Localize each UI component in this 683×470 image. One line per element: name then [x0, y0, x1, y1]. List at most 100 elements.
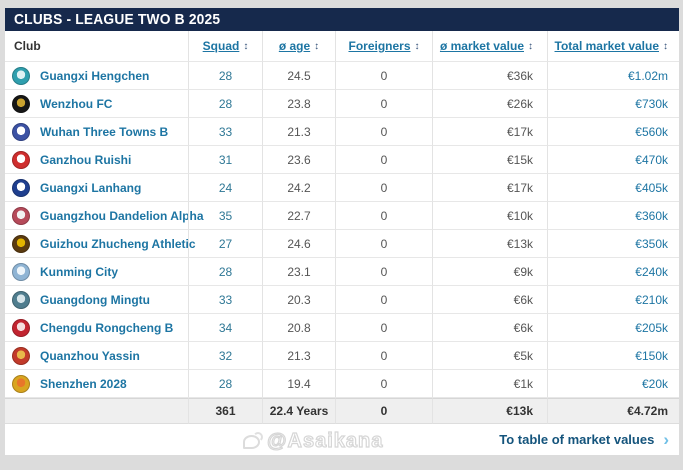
squad-cell[interactable]: 28	[188, 90, 262, 118]
squad-cell[interactable]: 31	[188, 146, 262, 174]
squad-cell[interactable]: 34	[188, 314, 262, 342]
foreigners-cell: 0	[335, 342, 432, 370]
total-market-value-cell[interactable]: €205k	[547, 314, 679, 342]
table-body: Guangxi Hengchen 28 24.5 0 €36k €1.02m W…	[5, 62, 679, 398]
total-market-value-cell[interactable]: €730k	[547, 90, 679, 118]
totals-foreigners: 0	[335, 398, 432, 424]
club-crest-icon	[12, 122, 30, 141]
clubs-table-panel: CLUBS - LEAGUE TWO B 2025 Club Squad ↕ ø …	[5, 8, 679, 455]
foreigners-cell: 0	[335, 146, 432, 174]
squad-cell[interactable]: 28	[188, 370, 262, 398]
total-market-value-cell[interactable]: €240k	[547, 258, 679, 286]
total-market-value-cell[interactable]: €360k	[547, 202, 679, 230]
totals-club-cell	[5, 398, 188, 424]
club-link[interactable]: Quanzhou Yassin	[40, 348, 140, 363]
squad-cell[interactable]: 35	[188, 202, 262, 230]
market-value-cell: €26k	[432, 90, 547, 118]
sort-icon[interactable]: ↕	[243, 40, 249, 52]
totals-market-value: €13k	[432, 398, 547, 424]
club-crest-icon	[12, 346, 30, 365]
club-cell: Wuhan Three Towns B	[5, 118, 188, 146]
age-cell: 19.4	[262, 370, 335, 398]
age-cell: 21.3	[262, 342, 335, 370]
market-value-cell: €1k	[432, 370, 547, 398]
club-crest-icon	[12, 262, 30, 281]
column-header-squad[interactable]: Squad ↕	[188, 31, 262, 62]
age-cell: 24.5	[262, 62, 335, 90]
club-cell: Guizhou Zhucheng Athletic	[5, 230, 196, 258]
foreigners-cell: 0	[335, 90, 432, 118]
club-cell: Kunming City	[5, 258, 188, 286]
column-header-age[interactable]: ø age ↕	[262, 31, 335, 62]
column-header-club: Club	[5, 31, 188, 62]
club-crest-icon	[12, 234, 30, 253]
table-row: Shenzhen 2028 28 19.4 0 €1k €20k	[5, 370, 679, 398]
squad-cell[interactable]: 24	[188, 174, 262, 202]
age-cell: 23.1	[262, 258, 335, 286]
column-header-total-market-value[interactable]: Total market value ↕	[547, 31, 679, 62]
panel-title-bar: CLUBS - LEAGUE TWO B 2025	[5, 8, 679, 31]
club-link[interactable]: Guangzhou Dandelion Alpha	[40, 208, 204, 223]
sort-icon[interactable]: ↕	[528, 40, 533, 52]
total-market-value-cell[interactable]: €405k	[547, 174, 679, 202]
club-link[interactable]: Guangxi Lanhang	[40, 180, 142, 195]
market-value-cell: €9k	[432, 258, 547, 286]
sort-icon[interactable]: ↕	[414, 40, 420, 52]
age-cell: 24.6	[262, 230, 335, 258]
column-header-foreigners[interactable]: Foreigners ↕	[335, 31, 432, 62]
total-market-value-cell[interactable]: €210k	[547, 286, 679, 314]
total-market-value-cell[interactable]: €150k	[547, 342, 679, 370]
squad-cell[interactable]: 33	[188, 286, 262, 314]
club-link[interactable]: Wenzhou FC	[40, 96, 113, 111]
squad-cell[interactable]: 27	[188, 230, 262, 258]
total-market-value-cell[interactable]: €20k	[547, 370, 679, 398]
total-market-value-cell[interactable]: €350k	[547, 230, 679, 258]
club-link[interactable]: Guizhou Zhucheng Athletic	[40, 236, 196, 251]
squad-cell[interactable]: 28	[188, 258, 262, 286]
chevron-right-icon[interactable]: ›	[663, 430, 669, 449]
club-crest-icon	[12, 178, 30, 197]
club-link[interactable]: Shenzhen 2028	[40, 376, 127, 391]
club-link[interactable]: Guangdong Mingtu	[40, 292, 150, 307]
club-crest-icon	[12, 94, 30, 113]
total-market-value-cell[interactable]: €1.02m	[547, 62, 679, 90]
club-link[interactable]: Wuhan Three Towns B	[40, 124, 169, 139]
club-cell: Wenzhou FC	[5, 90, 188, 118]
market-value-cell: €17k	[432, 174, 547, 202]
foreigners-cell: 0	[335, 230, 432, 258]
club-crest-icon	[12, 206, 30, 225]
foreigners-cell: 0	[335, 174, 432, 202]
totals-age: 22.4 Years	[262, 398, 335, 424]
table-header: Club Squad ↕ ø age ↕ Foreigners ↕ ø market …	[5, 31, 679, 62]
page-title: CLUBS - LEAGUE TWO B 2025	[14, 11, 221, 28]
club-cell: Guangxi Hengchen	[5, 62, 188, 90]
club-cell: Guangxi Lanhang	[5, 174, 188, 202]
sort-icon[interactable]: ↕	[663, 40, 668, 52]
table-row: Guangxi Lanhang 24 24.2 0 €17k €405k	[5, 174, 679, 202]
club-link[interactable]: Chengdu Rongcheng B	[40, 320, 174, 335]
age-cell: 23.6	[262, 146, 335, 174]
club-cell: Guangzhou Dandelion Alpha	[5, 202, 204, 230]
market-values-table-link[interactable]: To table of market values	[499, 432, 655, 447]
table-row: Guizhou Zhucheng Athletic 27 24.6 0 €13k…	[5, 230, 679, 258]
squad-cell[interactable]: 32	[188, 342, 262, 370]
club-cell: Ganzhou Ruishi	[5, 146, 188, 174]
market-value-cell: €6k	[432, 314, 547, 342]
sort-icon[interactable]: ↕	[314, 40, 320, 52]
club-crest-icon	[12, 66, 30, 85]
market-value-cell: €13k	[432, 230, 547, 258]
squad-cell[interactable]: 28	[188, 62, 262, 90]
squad-cell[interactable]: 33	[188, 118, 262, 146]
column-header-market-value[interactable]: ø market value ↕	[432, 31, 547, 62]
age-cell: 22.7	[262, 202, 335, 230]
foreigners-cell: 0	[335, 62, 432, 90]
foreigners-cell: 0	[335, 286, 432, 314]
total-market-value-cell[interactable]: €560k	[547, 118, 679, 146]
total-market-value-cell[interactable]: €470k	[547, 146, 679, 174]
club-link[interactable]: Ganzhou Ruishi	[40, 152, 132, 167]
market-value-cell: €15k	[432, 146, 547, 174]
club-link[interactable]: Kunming City	[40, 264, 118, 279]
foreigners-cell: 0	[335, 258, 432, 286]
club-link[interactable]: Guangxi Hengchen	[40, 68, 150, 83]
